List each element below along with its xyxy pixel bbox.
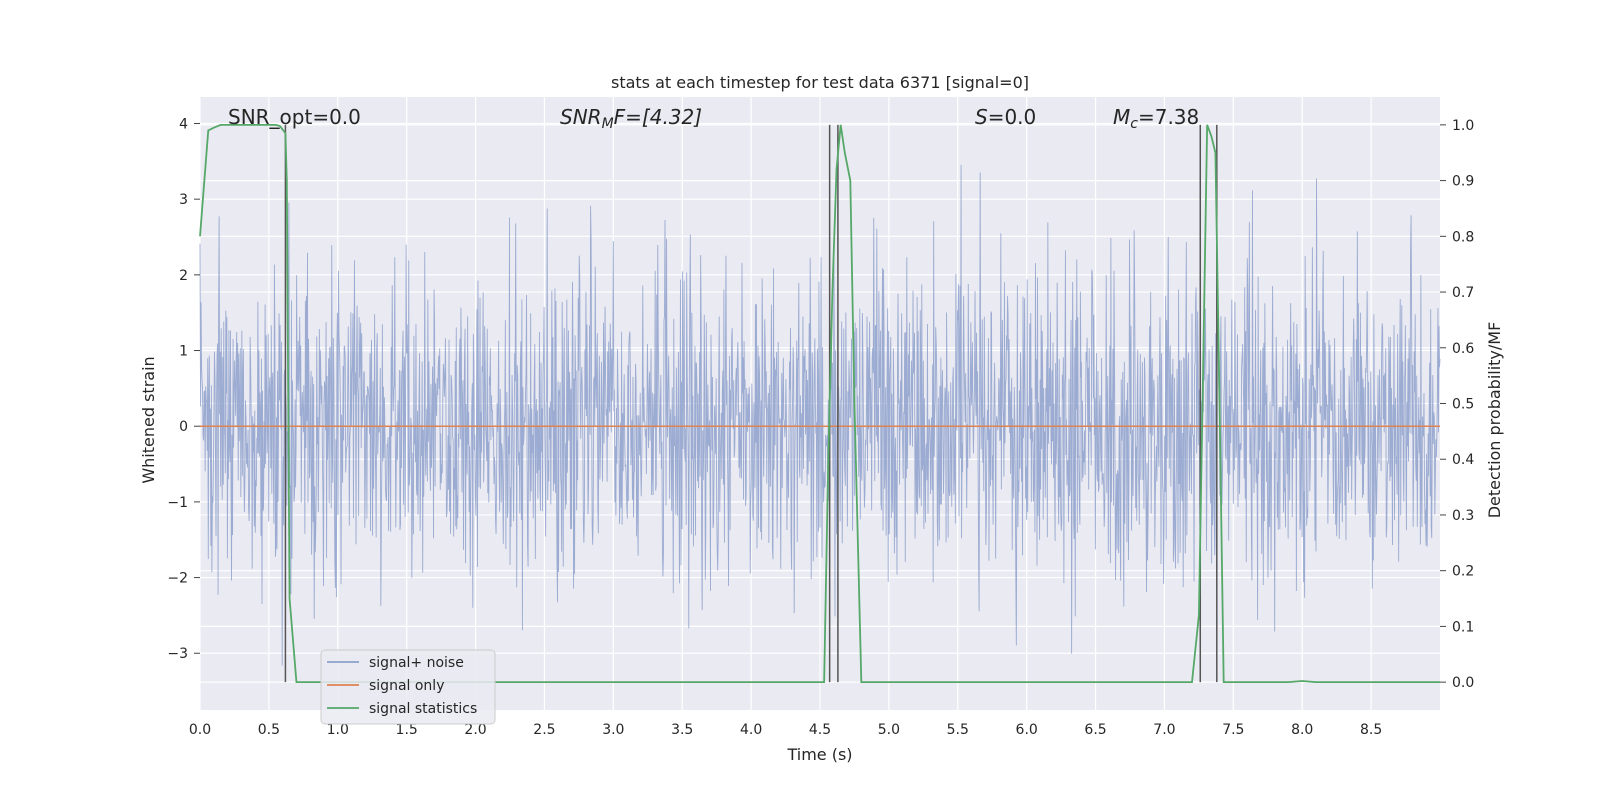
signal-noise-line bbox=[199, 164, 1441, 666]
x-tick-label: 1.0 bbox=[327, 722, 349, 738]
right-tick-label: 0.5 bbox=[1452, 397, 1474, 413]
annotation-mc: Mc=7.38 bbox=[1113, 105, 1199, 132]
x-tick-label: 2.0 bbox=[464, 722, 486, 738]
x-axis-label: Time (s) bbox=[786, 745, 852, 764]
legend: signal+ noise signal only signal statist… bbox=[320, 649, 496, 725]
right-tick-label: 0.2 bbox=[1452, 564, 1474, 580]
vertical-markers bbox=[284, 124, 1218, 683]
right-tick-label: 1.0 bbox=[1452, 118, 1474, 134]
legend-label-signal: signal only bbox=[369, 678, 444, 694]
x-tick-label: 2.5 bbox=[533, 722, 555, 738]
right-tick-label: 0.8 bbox=[1452, 229, 1474, 245]
y-tick-label: 4 bbox=[179, 116, 188, 132]
x-tick-label: 7.5 bbox=[1222, 722, 1244, 738]
y-tick-label: 3 bbox=[179, 192, 188, 208]
x-tick-label: 7.0 bbox=[1153, 722, 1175, 738]
right-tick-label: 0.3 bbox=[1452, 508, 1474, 524]
signal-noise-series bbox=[199, 164, 1441, 666]
x-tick-label: 4.0 bbox=[740, 722, 762, 738]
right-tick-label: 0.4 bbox=[1452, 452, 1474, 468]
chart-title: stats at each timestep for test data 637… bbox=[611, 73, 1029, 92]
right-tick-label: 0.9 bbox=[1452, 174, 1474, 190]
annotation-s: S=0.0 bbox=[975, 105, 1036, 129]
right-tick-label: 0.0 bbox=[1452, 675, 1474, 691]
y-tick-label: 1 bbox=[179, 344, 188, 360]
x-tick-label: 6.0 bbox=[1016, 722, 1038, 738]
y-tick-label: 0 bbox=[179, 419, 188, 435]
x-tick-label: 6.5 bbox=[1084, 722, 1106, 738]
x-tick-label: 4.5 bbox=[809, 722, 831, 738]
x-tick-label: 5.0 bbox=[878, 722, 900, 738]
x-tick-label: 3.5 bbox=[671, 722, 693, 738]
x-tick-label: 5.5 bbox=[947, 722, 969, 738]
right-tick-label: 0.7 bbox=[1452, 285, 1474, 301]
right-tick-label: 0.6 bbox=[1452, 341, 1474, 357]
y-tick-label: −2 bbox=[167, 571, 188, 587]
legend-label-stats: signal statistics bbox=[369, 701, 477, 717]
right-axis-label: Detection probability/MF bbox=[1485, 322, 1504, 519]
y-tick-label: −3 bbox=[167, 646, 188, 662]
y-tick-label: 2 bbox=[179, 268, 188, 284]
x-tick-label: 8.5 bbox=[1360, 722, 1382, 738]
x-tick-label: 1.5 bbox=[396, 722, 418, 738]
x-tick-label: 0.5 bbox=[258, 722, 280, 738]
signal-statistics-line bbox=[199, 123, 1440, 684]
annotation-snr-mf: SNRMF=[4.32] bbox=[560, 105, 702, 132]
x-tick-label: 3.0 bbox=[602, 722, 624, 738]
annotation-snr-opt: SNR_opt=0.0 bbox=[228, 105, 361, 129]
y-axis-label: Whitened strain bbox=[139, 356, 158, 483]
x-tick-label: 8.0 bbox=[1291, 722, 1313, 738]
right-tick-label: 0.1 bbox=[1452, 619, 1474, 635]
right-axis-ticks: 0.0 0.1 0.2 0.3 0.4 0.5 0.6 0.7 0.8 0.9 1.0 bbox=[1440, 118, 1474, 691]
y-tick-label: −1 bbox=[167, 495, 188, 511]
x-tick-label: 0.0 bbox=[189, 722, 211, 738]
y-axis-ticks: −3 −2 −1 0 1 2 3 4 bbox=[167, 116, 200, 662]
legend-box bbox=[320, 649, 496, 725]
legend-label-noise: signal+ noise bbox=[369, 655, 464, 671]
x-axis-ticks: 0.0 0.5 1.0 1.5 2.0 2.5 3.0 3.5 4.0 4.5 5.0 5.5 6.0 6… bbox=[189, 722, 1382, 738]
